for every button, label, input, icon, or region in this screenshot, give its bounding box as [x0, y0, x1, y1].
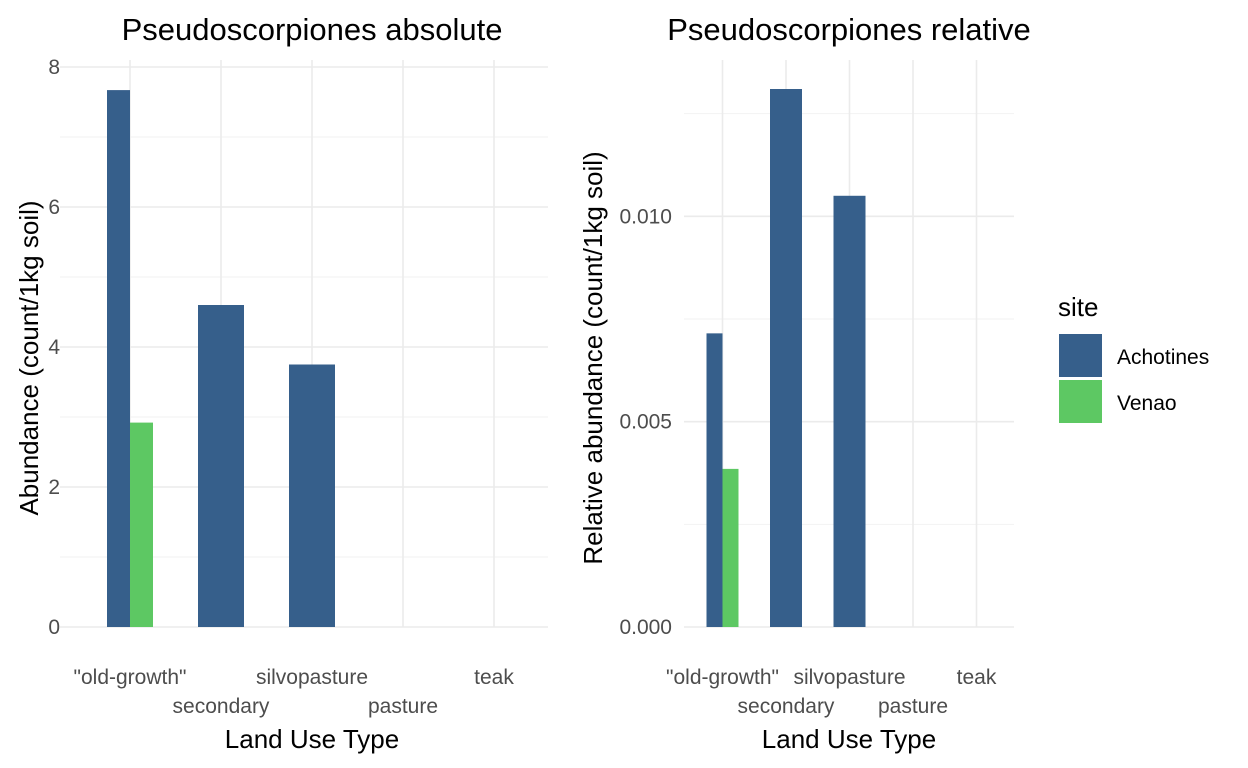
y-tick-label: 0.000 [619, 616, 672, 639]
chart-panel-absolute: 0 2 4 6 8 "old-growth" secondary silvopasturep… [14, 12, 548, 754]
legend-swatch-venao [1059, 380, 1102, 423]
y-ticks-relative: 0.000 0.005 0.010 [619, 205, 672, 639]
y-tick-label: 0.010 [619, 205, 672, 228]
chart-title-relative: Pseudoscorpiones relative [667, 12, 1031, 47]
bar-absolute-venao-0 [130, 422, 153, 627]
y-tick-label: 0 [48, 616, 60, 639]
chart-panel-relative: 0.000 0.005 0.010 "old-growth" secondary sil… [578, 12, 1031, 754]
y-tick-label: 0.005 [619, 411, 672, 434]
x-tick-label: teak [957, 666, 997, 689]
x-tick-label: "old-growth" [666, 666, 779, 689]
x-axis-title-absolute: Land Use Type [225, 724, 399, 754]
bar-relative-achotines-1 [770, 89, 802, 627]
bars-absolute [107, 90, 335, 628]
bar-absolute-achotines-1 [198, 305, 244, 627]
legend-label-achotines: Achotines [1117, 346, 1209, 369]
bar-absolute-achotines-2 [289, 364, 335, 627]
chart-title-absolute: Pseudoscorpiones absolute [122, 12, 503, 47]
x-tick-label: teak [474, 666, 514, 689]
y-tick-label: 4 [48, 336, 60, 359]
bar-relative-achotines-0 [706, 333, 723, 627]
y-ticks-absolute: 0 2 4 6 8 [48, 56, 60, 639]
x-tick-label: silvopasture [256, 666, 368, 689]
x-tick-label: silvopasture [793, 666, 905, 689]
bar-relative-achotines-2 [833, 195, 866, 627]
x-tick-label: pasture [878, 695, 948, 718]
x-tick-label: secondary [738, 695, 835, 718]
y-axis-title-relative: Relative abundance (count/1kg soil) [578, 151, 608, 564]
bars-relative [706, 89, 866, 627]
x-ticks-absolute: "old-growth" secondary silvopasturepasture… [74, 666, 515, 718]
legend: site Achotines Venao [1058, 292, 1209, 423]
legend-title: site [1058, 292, 1098, 322]
legend-label-venao: Venao [1117, 392, 1177, 415]
bar-absolute-achotines-0 [107, 90, 130, 628]
y-tick-label: 8 [48, 56, 60, 79]
legend-swatch-achotines [1059, 334, 1102, 377]
x-ticks-relative: "old-growth" secondary silvopasture pasture… [666, 666, 997, 718]
x-tick-label: pasture [368, 695, 438, 718]
x-tick-label: "old-growth" [74, 666, 187, 689]
x-axis-title-relative: Land Use Type [762, 724, 936, 754]
x-tick-label: secondary [173, 695, 270, 718]
y-axis-title-absolute: Abundance (count/1kg soil) [14, 200, 44, 515]
y-tick-label: 2 [48, 476, 60, 499]
bar-relative-venao-0 [722, 468, 739, 627]
y-tick-label: 6 [48, 196, 60, 219]
